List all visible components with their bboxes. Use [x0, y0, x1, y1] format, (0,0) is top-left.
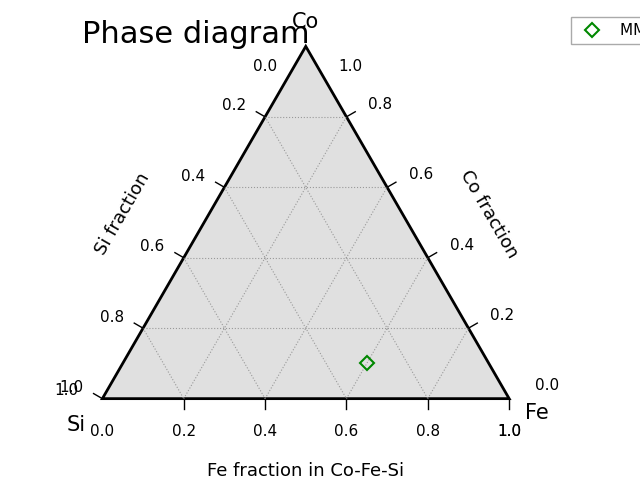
Text: 0.8: 0.8 [100, 310, 124, 324]
Text: 0.8: 0.8 [416, 424, 440, 439]
Text: 0.4: 0.4 [253, 424, 277, 439]
Text: 0.0: 0.0 [253, 59, 277, 73]
Text: 0.6: 0.6 [334, 424, 358, 439]
Text: 0.2: 0.2 [221, 98, 246, 113]
Text: Fe fraction in Co-Fe-Si: Fe fraction in Co-Fe-Si [207, 462, 404, 480]
Text: 0.4: 0.4 [450, 238, 474, 252]
Text: 0.2: 0.2 [490, 308, 515, 323]
Text: Phase diagram: Phase diagram [82, 20, 310, 49]
Text: Fe: Fe [525, 403, 549, 423]
Text: 0.6: 0.6 [409, 167, 433, 182]
Text: 0.0: 0.0 [535, 378, 559, 394]
Text: 1.0: 1.0 [59, 380, 83, 395]
Text: 1.0: 1.0 [497, 424, 521, 439]
Text: 0.2: 0.2 [172, 424, 196, 439]
Text: 0.0: 0.0 [90, 424, 115, 439]
Text: 0.8: 0.8 [369, 96, 392, 112]
Text: Co: Co [292, 12, 319, 32]
Legend: MMD-2506 (this entry): MMD-2506 (this entry) [571, 17, 640, 45]
Text: Si: Si [67, 415, 86, 435]
Polygon shape [102, 47, 509, 399]
Text: 1.0: 1.0 [497, 424, 521, 439]
Text: 0.6: 0.6 [140, 239, 164, 254]
Text: 1.0: 1.0 [54, 383, 78, 398]
Text: Co fraction: Co fraction [456, 167, 521, 262]
Text: 1.0: 1.0 [339, 59, 362, 73]
Text: 0.4: 0.4 [181, 168, 205, 183]
Text: Si fraction: Si fraction [92, 170, 154, 259]
